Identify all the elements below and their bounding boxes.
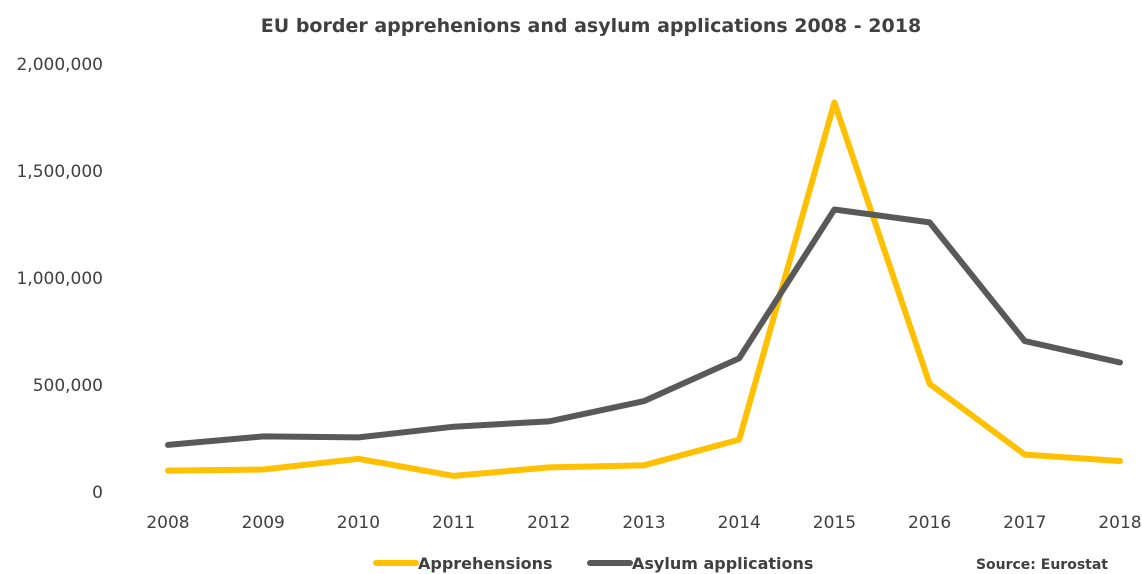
series-layer [165, 99, 1123, 479]
y-tick-label: 1,000,000 [16, 269, 103, 289]
x-tick-label: 2012 [527, 513, 570, 533]
x-tick-label: 2014 [718, 513, 761, 533]
legend-label: Apprehensions [418, 554, 553, 573]
x-tick-label: 2008 [146, 513, 189, 533]
x-tick-label: 2011 [432, 513, 475, 533]
legend-item: Apprehensions [373, 554, 553, 573]
legend-item: Asylum applications [587, 554, 813, 573]
x-tick-label: 2017 [1003, 513, 1046, 533]
x-tick-label: 2015 [813, 513, 856, 533]
x-tick-label: 2013 [622, 513, 665, 533]
x-tick-label: 2010 [337, 513, 380, 533]
series-line-asylum-applications [165, 206, 1123, 448]
x-tick-label: 2018 [1098, 513, 1141, 533]
legend-label: Asylum applications [632, 554, 813, 573]
legend: Apprehensions Asylum applications [373, 554, 813, 573]
y-tick-label: 1,500,000 [16, 162, 103, 182]
x-axis: 2008 2009 2010 2011 2012 2013 2014 2015 2016 2017… [146, 513, 1141, 533]
x-tick-label: 2016 [908, 513, 951, 533]
y-tick-label: 500,000 [33, 376, 103, 396]
y-axis: 0 500,000 1,000,000 1,500,000 2,000,000 [16, 55, 103, 503]
x-tick-label: 2009 [242, 513, 285, 533]
source-annotation: Source: Eurostat [976, 557, 1108, 573]
y-tick-label: 2,000,000 [16, 55, 103, 75]
series-line-apprehensions [165, 99, 1123, 479]
chart-title: EU border apprehenions and asylum applic… [261, 15, 921, 37]
y-tick-label: 0 [92, 483, 103, 503]
